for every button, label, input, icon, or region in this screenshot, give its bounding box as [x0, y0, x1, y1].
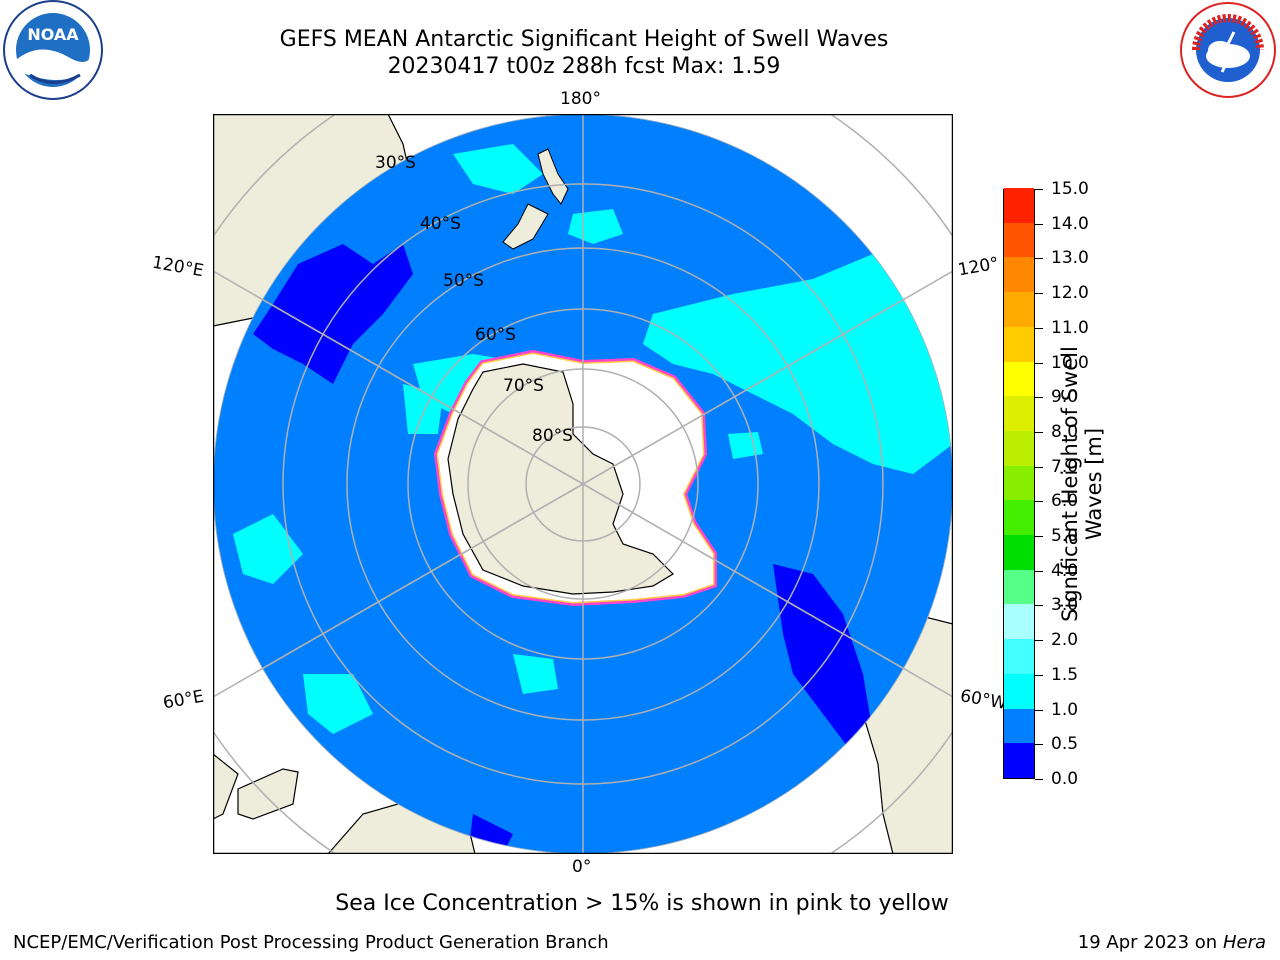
land-madagascar — [237, 768, 299, 820]
meridian-label-left-lower: 60°E — [161, 686, 206, 714]
meridian-label-top: 180° — [560, 89, 601, 109]
colorbar-tick-mark — [1035, 605, 1043, 607]
polar-map: 30°S 40°S 50°S 60°S 70°S 80°S — [213, 114, 953, 854]
lat-label-50: 50°S — [443, 271, 484, 291]
colorbar-segment — [1004, 396, 1034, 431]
colorbar-tick-label: 8.0 — [1051, 421, 1079, 442]
low-swell-australia — [253, 244, 413, 384]
swell-cyan-tasman — [453, 144, 543, 194]
colorbar-title-line2: Waves [m] — [1082, 427, 1106, 541]
colorbar-tick-mark — [1035, 431, 1043, 433]
colorbar-tick-label: 0.0 — [1051, 769, 1079, 789]
colorbar-segment — [1004, 569, 1034, 605]
colorbar-tick-label: 12.0 — [1051, 283, 1089, 304]
colorbar-tick-mark — [1035, 189, 1043, 190]
colorbar-tick-label: 15.0 — [1051, 179, 1089, 199]
colorbar-tick-mark — [1035, 709, 1043, 711]
colorbar-tick-label: 7.0 — [1051, 456, 1079, 477]
colorbar-segment — [1004, 430, 1034, 466]
colorbar-segment — [1004, 604, 1034, 640]
meridian-label-left-upper: 120°E — [150, 252, 206, 282]
colorbar-segment — [1004, 708, 1034, 744]
colorbar-tick-mark — [1035, 536, 1043, 538]
colorbar-segment — [1004, 222, 1034, 258]
colorbar-tick-label: 6.0 — [1051, 491, 1079, 512]
colorbar-tick-label: 10.0 — [1051, 352, 1089, 373]
colorbar-segment — [1004, 465, 1034, 501]
colorbar-tick-label: 3.0 — [1051, 595, 1079, 616]
colorbar-tick-mark — [1035, 744, 1043, 746]
colorbar-segment — [1004, 188, 1034, 223]
colorbar-segment — [1004, 639, 1034, 674]
colorbar-tick-mark — [1035, 397, 1043, 399]
colorbar-tick-label: 14.0 — [1051, 213, 1089, 234]
colorbar-segment — [1004, 673, 1034, 709]
lat-label-30: 30°S — [375, 153, 416, 173]
colorbar-tick-mark — [1035, 258, 1043, 260]
meridian-label-right-upper: 120° — [956, 253, 1001, 281]
colorbar-tick-mark — [1035, 293, 1043, 295]
swell-cyan-blob-2 — [403, 384, 443, 434]
swell-cyan-blob-4 — [728, 432, 763, 459]
colorbar-title: Significant Height of Swell Waves [m] — [1058, 346, 1106, 622]
colorbar-tick-mark — [1035, 779, 1043, 780]
swell-cyan-blob-1 — [568, 209, 623, 244]
swell-cyan-indian-1 — [233, 514, 303, 584]
footer-host: Hera — [1222, 932, 1266, 953]
colorbar-segment — [1004, 361, 1034, 397]
meridian-label-bottom: 0° — [572, 857, 592, 877]
lat-label-60: 60°S — [475, 325, 516, 345]
land-antarctica — [447, 363, 674, 595]
noaa-logo: NOAA — [0, 0, 106, 106]
land-nz-north — [537, 148, 569, 205]
colorbar-tick-label: 5.0 — [1051, 526, 1079, 547]
colorbar-tick-mark — [1035, 640, 1043, 642]
colorbar-tick-label: 1.5 — [1051, 664, 1079, 685]
colorbar-title-line1: Significant Height of Swell — [1058, 346, 1082, 622]
colorbar-segment — [1004, 500, 1034, 536]
land-africa-edge — [213, 753, 239, 820]
footer-right: 19 Apr 2023 on Hera — [1078, 932, 1266, 953]
colorbar-tick-mark — [1035, 362, 1043, 364]
footer-date: 19 Apr 2023 on — [1077, 932, 1223, 953]
colorbar-tick-label: 1.0 — [1051, 699, 1079, 720]
colorbar-tick-label: 11.0 — [1051, 317, 1089, 338]
colorbar — [1003, 188, 1035, 779]
colorbar-tick-mark — [1035, 570, 1043, 572]
colorbar-tick-mark — [1035, 466, 1043, 468]
colorbar-segment — [1004, 292, 1034, 327]
land-nz-south — [502, 203, 549, 250]
colorbar-segment — [1004, 743, 1034, 778]
colorbar-tick-label: 9.0 — [1051, 387, 1079, 408]
lat-label-70: 70°S — [503, 376, 544, 396]
footer-left: NCEP/EMC/Verification Post Processing Pr… — [13, 932, 609, 953]
caption: Sea Ice Concentration > 15% is shown in … — [335, 891, 949, 916]
colorbar-tick-mark — [1035, 674, 1043, 676]
colorbar-segment — [1004, 326, 1034, 362]
colorbar-segment — [1004, 257, 1034, 293]
colorbar-tick-label: 4.0 — [1051, 560, 1079, 581]
chart-title: GEFS MEAN Antarctic Significant Height o… — [279, 27, 889, 52]
colorbar-tick-mark — [1035, 501, 1043, 503]
chart-subtitle: 20230417 t00z 288h fcst Max: 1.59 — [387, 54, 781, 79]
swell-cyan-blob-3 — [513, 654, 558, 694]
nws-logo — [1176, 0, 1280, 104]
lat-label-80: 80°S — [532, 426, 573, 446]
noaa-logo-text: NOAA — [27, 25, 79, 44]
colorbar-tick-label: 0.5 — [1051, 734, 1079, 755]
meridian-label-right-lower: 60°W — [958, 686, 1009, 714]
low-swell-south-america — [773, 564, 873, 754]
colorbar-tick-mark — [1035, 223, 1043, 225]
swell-cyan-indian-2 — [303, 674, 373, 734]
lat-label-40: 40°S — [420, 214, 461, 234]
colorbar-tick-label: 2.0 — [1051, 630, 1079, 651]
colorbar-tick-mark — [1035, 327, 1043, 329]
colorbar-tick-label: 13.0 — [1051, 248, 1089, 269]
colorbar-segment — [1004, 535, 1034, 570]
